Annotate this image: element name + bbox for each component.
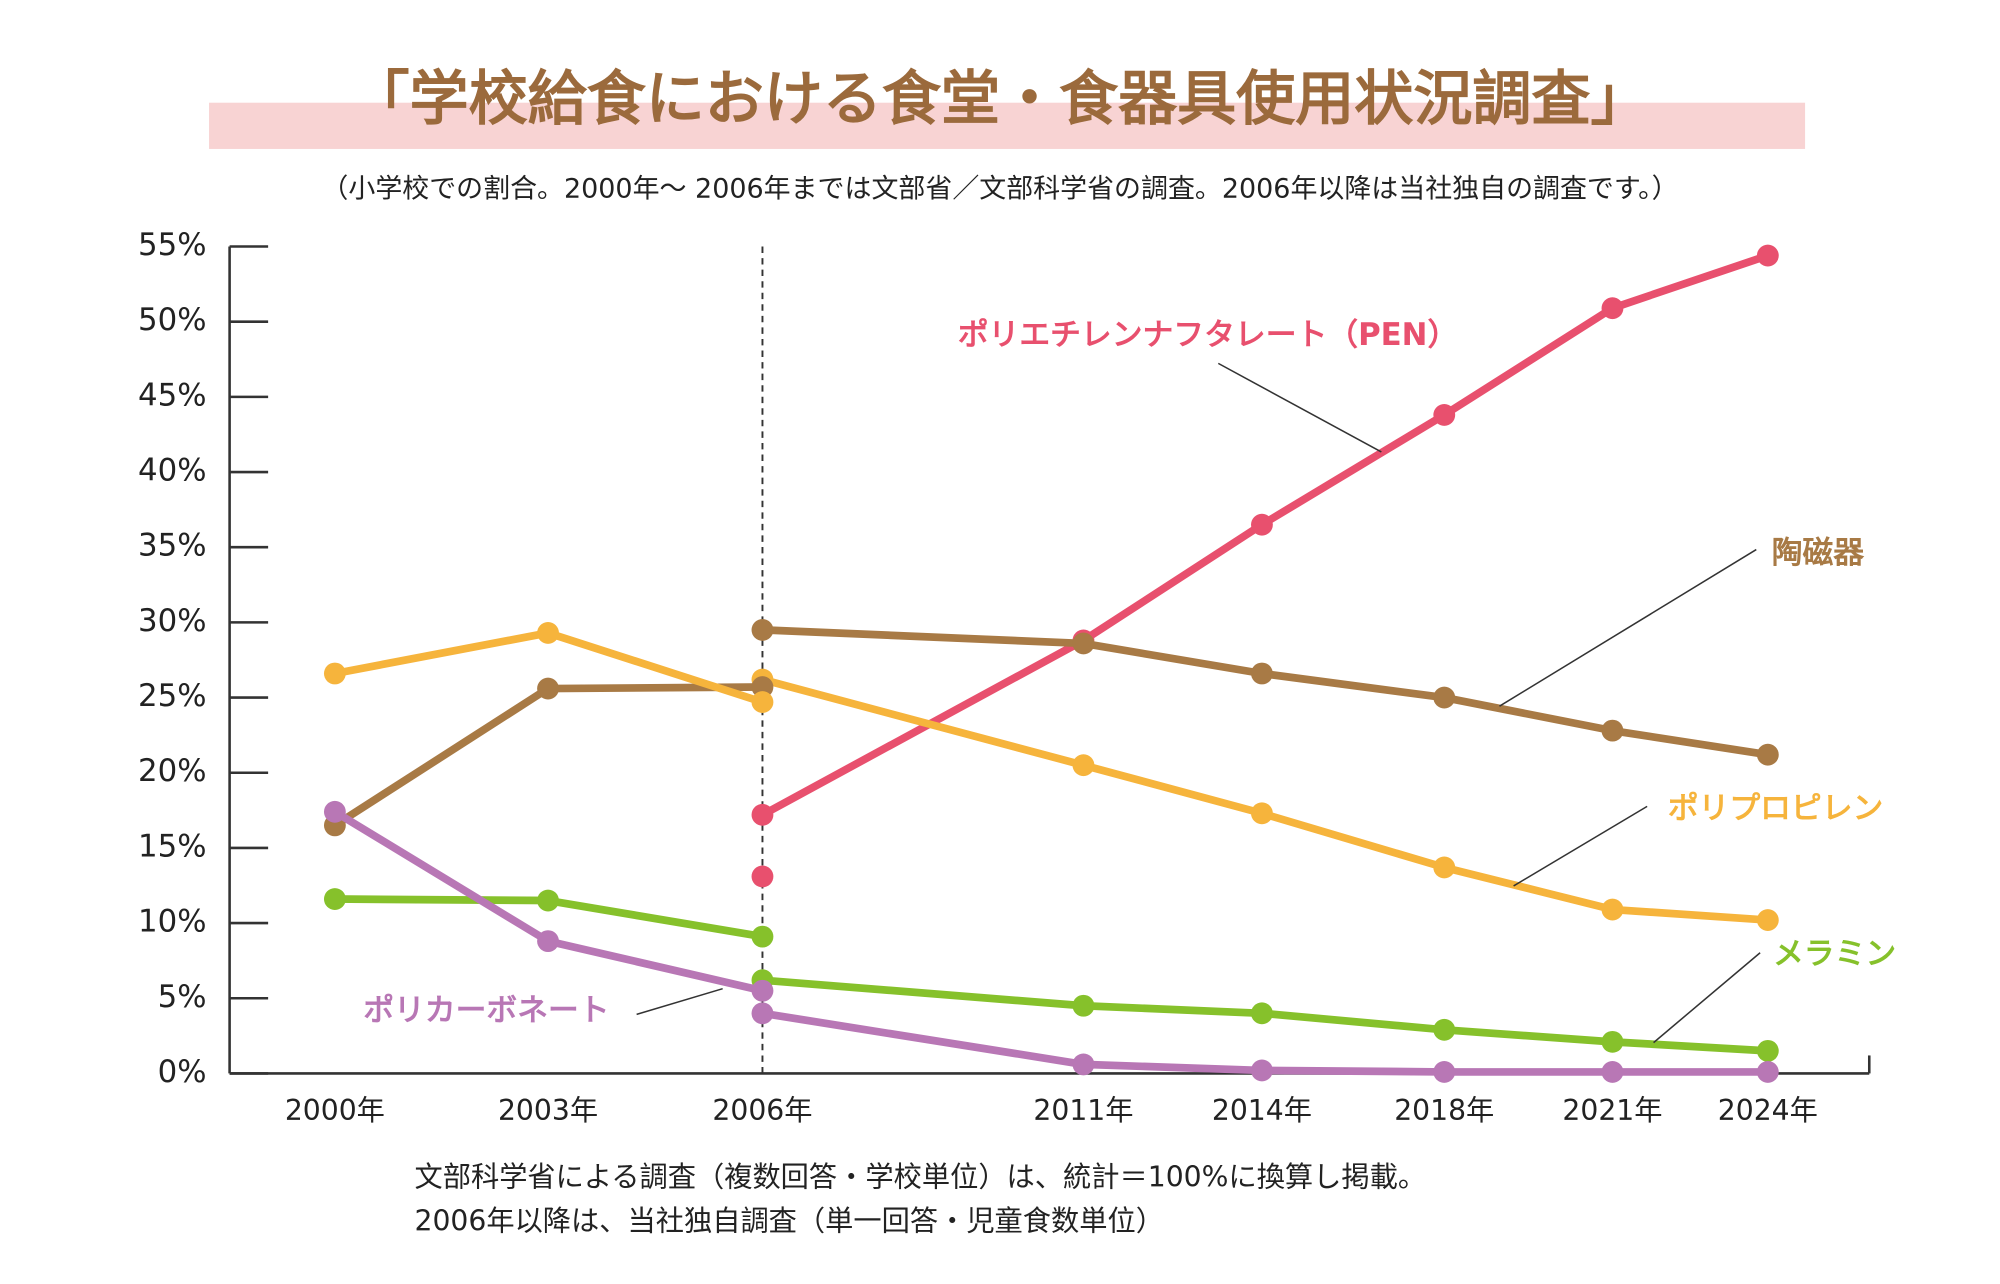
x-tick-label: 2014年 [1212,1094,1312,1127]
footnote: 文部科学省による調査（複数回答・学校単位）は、統計＝100%に換算し掲載。 [414,1161,1426,1194]
data-point [537,677,559,700]
data-point [751,803,774,826]
y-tick-label: 35% [138,528,206,564]
data-point [537,930,559,953]
y-tick-label: 10% [138,904,206,940]
y-tick-label: 20% [138,753,206,789]
data-point [751,618,774,641]
data-point [751,676,774,698]
y-tick-label: 0% [158,1054,207,1090]
data-point [1756,909,1779,931]
y-tick-label: 45% [138,377,206,413]
data-point [1601,1030,1624,1053]
y-tick-label: 25% [138,678,206,714]
data-point [751,1002,774,1025]
data-point [1601,1061,1624,1083]
data-point [751,691,774,713]
data-point [1433,404,1456,426]
series-line [761,1009,1768,1076]
data-point [323,888,346,910]
data-point [1756,1061,1779,1083]
data-point [1072,994,1095,1017]
x-tick-label: 2021年 [1562,1094,1662,1127]
data-point [1251,1002,1273,1025]
y-tick-label: 50% [138,302,206,338]
data-point [1251,802,1273,825]
data-point [1756,1039,1779,1062]
data-point [1756,244,1779,267]
x-tick-label: 2011年 [1033,1094,1133,1127]
series-line [762,626,1769,759]
x-tick-label: 2018年 [1394,1094,1494,1127]
data-point [1601,898,1624,921]
series-label: 陶磁器 [1772,535,1865,571]
chart-title: 「学校給食における食堂・食器具使用状況調査」 [350,64,1649,133]
data-point [1601,719,1624,742]
series-label: ポリカーボネート [363,992,609,1028]
data-point [1072,632,1095,655]
y-tick-label: 30% [138,603,206,639]
data-point [1433,856,1456,879]
y-tick-label: 5% [158,979,207,1015]
x-tick-label: 2024年 [1718,1094,1818,1127]
data-point [1251,1059,1273,1082]
leader-line [1499,548,1757,707]
data-point [751,865,774,888]
series-line [762,976,1769,1055]
title-band [209,102,1806,149]
series-line [760,251,1770,819]
series-label: ポリプロピレン [1668,791,1884,827]
data-point [1072,1053,1095,1076]
y-tick-label: 15% [138,828,206,864]
data-point [751,979,774,1002]
data-point [751,925,774,948]
leader-line [1653,952,1761,1044]
x-tick-label: 2003年 [498,1094,598,1127]
data-point [1072,754,1095,777]
x-tick-label: 2000年 [285,1094,385,1127]
chart-subtitle: （小学校での割合。2000年～ 2006年までは文部省／文部科学省の調査。200… [321,174,1678,205]
leader-line [636,987,723,1016]
series-line [761,675,1769,924]
y-tick-label: 40% [138,453,206,489]
leader-line [1217,362,1382,453]
data-point [323,800,346,823]
series-line [332,683,763,829]
footnote: 2006年以降は、当社独自調査（単一回答・児童食数単位） [414,1204,1163,1237]
data-point [537,889,559,912]
data-point [323,662,346,685]
series-label: ポリエチレンナフタレート（PEN） [958,317,1459,353]
x-tick-label: 2006年 [712,1094,812,1127]
data-point [1433,1018,1456,1041]
data-point [1433,686,1456,709]
data-point [1251,662,1273,685]
y-tick-label: 55% [138,227,206,263]
data-point [1251,513,1273,536]
data-point [1756,743,1779,766]
data-point [1601,297,1624,320]
data-point [1433,1061,1456,1083]
series-label: メラミン [1773,936,1896,972]
data-point [537,621,559,644]
leader-line [1513,805,1648,887]
